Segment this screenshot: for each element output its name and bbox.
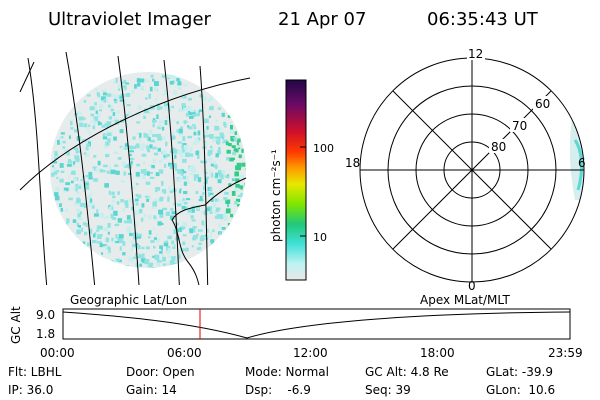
timeline-xtick-0600: 06:00 — [167, 346, 202, 360]
timeline-ytick-1-8: 1.8 — [36, 327, 55, 341]
colorbar: 100 10 photon cm⁻²s⁻¹ — [269, 79, 334, 281]
image-date: 21 Apr 07 — [278, 9, 367, 30]
polar-plot: 60 70 80 12 18 6 0 — [345, 47, 586, 293]
polar-mlt-label-6: 6 — [578, 156, 586, 170]
timeline-xtick-2359: 23:59 — [548, 346, 583, 360]
timeline-xtick-0000: 00:00 — [40, 346, 75, 360]
image-disk — [50, 72, 246, 268]
colorbar-label-10: 10 — [313, 231, 327, 244]
polar-mlt-label-0: 0 — [468, 279, 476, 293]
glon-value: GLon: 10.6 — [486, 383, 556, 397]
timeline-xtick-1800: 18:00 — [420, 346, 455, 360]
ip-value: IP: 36.0 — [8, 383, 54, 397]
timeline-right-label: Apex MLat/MLT — [420, 293, 510, 307]
timeline-xtick-1200: 12:00 — [293, 346, 328, 360]
geographic-grid — [19, 51, 251, 285]
image-time: 06:35:43 UT — [427, 9, 538, 30]
polar-mlt-label-18: 18 — [345, 156, 360, 170]
polar-diagonal-2 — [392, 90, 552, 250]
gain-value: Gain: 14 — [126, 383, 177, 397]
instrument-title: Ultraviolet Imager — [48, 9, 211, 30]
altitude-timeline: Geographic Lat/Lon Apex MLat/MLT GC Alt … — [9, 293, 583, 360]
colorbar-scale — [285, 79, 307, 281]
polar-lat-label-80: 80 — [491, 140, 506, 154]
timeline-left-label: Geographic Lat/Lon — [70, 293, 187, 307]
seq-value: Seq: 39 — [365, 383, 411, 397]
polar-lat-label-60: 60 — [535, 97, 550, 111]
polar-emission — [569, 120, 584, 200]
colorbar-label-100: 100 — [313, 142, 334, 155]
emission-speckles — [51, 74, 246, 268]
filter-value: Flt: LBHL — [8, 365, 62, 379]
polar-mlt-label-12: 12 — [468, 47, 483, 61]
dsp-value: Dsp: -6.9 — [245, 383, 311, 397]
colorbar-unit-label: photon cm⁻²s⁻¹ — [269, 149, 283, 242]
auroral-image — [19, 51, 251, 285]
polar-lat-label-70: 70 — [512, 119, 527, 133]
timeline-axis-title: GC Alt — [9, 306, 23, 344]
glat-value: GLat: -39.9 — [486, 365, 553, 379]
mode-value: Mode: Normal — [245, 365, 329, 379]
timeline-frame — [62, 308, 571, 340]
door-value: Door: Open — [126, 365, 195, 379]
timeline-ytick-9: 9.0 — [36, 308, 55, 322]
altitude-curve — [62, 311, 571, 339]
gc-alt-value: GC Alt: 4.8 Re — [365, 365, 449, 379]
